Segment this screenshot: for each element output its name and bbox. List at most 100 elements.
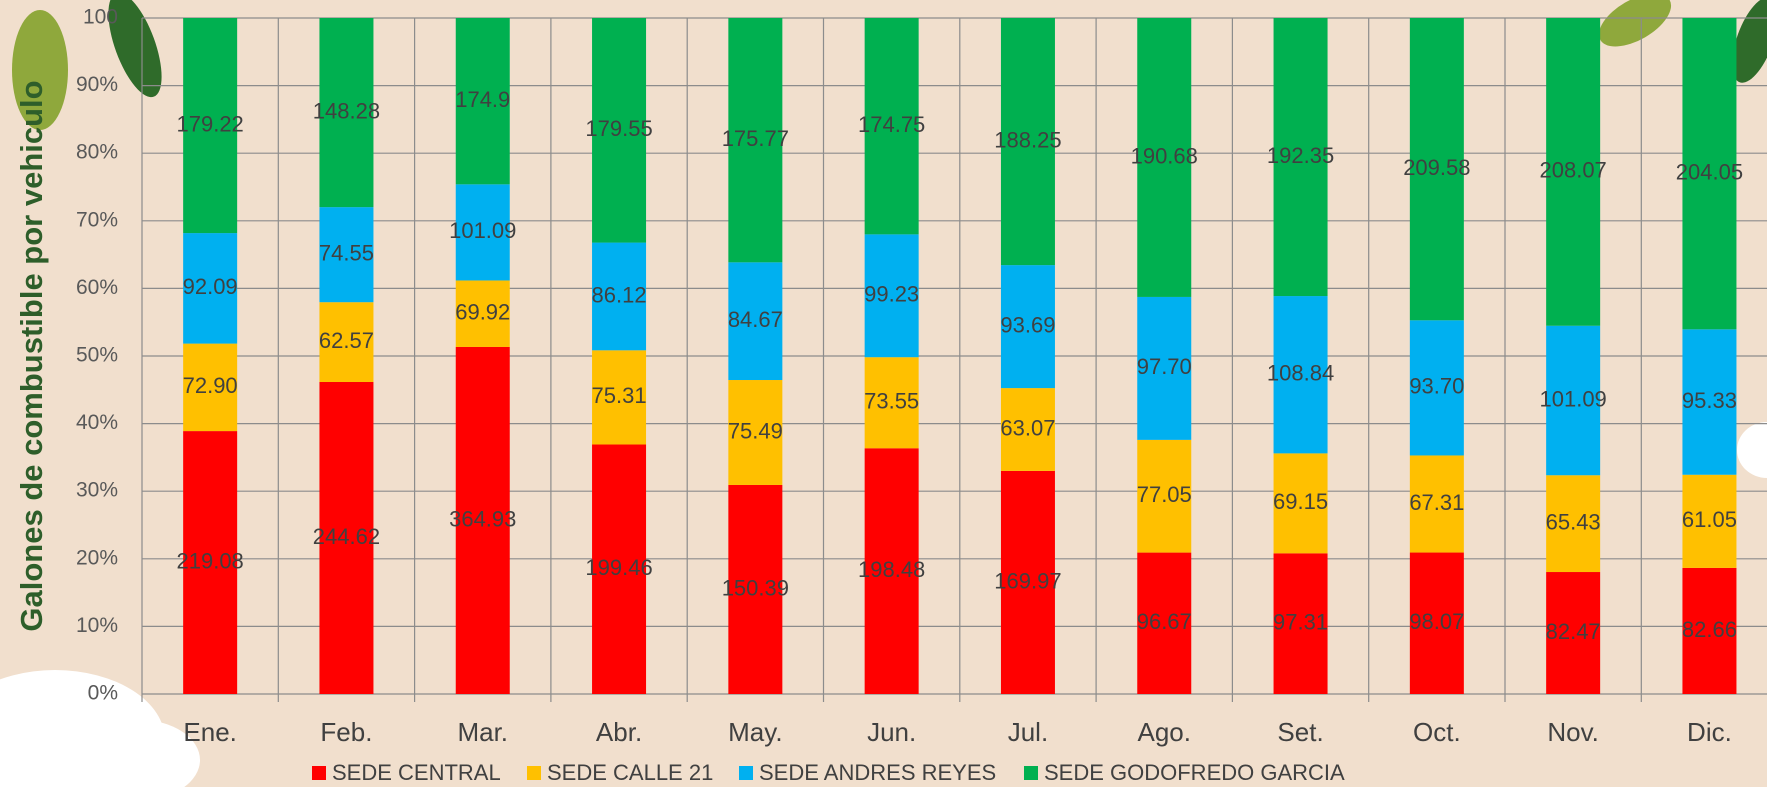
data-label: 179.55 xyxy=(585,116,652,141)
data-label: 86.12 xyxy=(592,282,647,307)
bar-segment xyxy=(1273,18,1328,297)
x-tick-label: Ago. xyxy=(1138,717,1192,747)
y-tick-label: 30% xyxy=(76,479,118,502)
data-label: 192.35 xyxy=(1267,143,1334,168)
bar-segment xyxy=(1000,388,1055,471)
bar-segment xyxy=(1137,552,1192,694)
legend-swatch xyxy=(1024,766,1038,780)
data-label: 84.67 xyxy=(728,307,783,332)
bar-segment xyxy=(864,18,919,235)
bar-segment xyxy=(592,18,647,243)
bar-segment xyxy=(1546,325,1601,476)
data-label: 93.70 xyxy=(1409,374,1464,399)
data-label: 97.70 xyxy=(1137,354,1192,379)
x-tick-label: Jul. xyxy=(1008,717,1048,747)
data-label: 63.07 xyxy=(1000,415,1055,440)
bar-segment xyxy=(864,234,919,358)
bar-segment xyxy=(1137,439,1192,553)
data-label: 108.84 xyxy=(1267,361,1334,386)
data-label: 174.9 xyxy=(455,87,510,112)
y-tick-label: 10% xyxy=(76,614,118,637)
y-tick-label: 20% xyxy=(76,546,118,569)
data-label: 82.47 xyxy=(1546,619,1601,644)
y-tick-label: 100 xyxy=(83,6,118,29)
leaf xyxy=(1598,0,1672,47)
data-label: 73.55 xyxy=(864,389,919,414)
data-label: 77.05 xyxy=(1137,482,1192,507)
bar-segment xyxy=(1682,567,1737,694)
bar-segment xyxy=(319,382,374,694)
data-label: 97.31 xyxy=(1273,609,1328,634)
y-tick-label: 90% xyxy=(76,73,118,96)
data-label: 179.22 xyxy=(177,111,244,136)
x-tick-label: Ene. xyxy=(183,717,237,747)
data-label: 198.48 xyxy=(858,557,925,582)
bar-segment xyxy=(728,484,783,694)
data-label: 82.66 xyxy=(1682,617,1737,642)
bar-segment xyxy=(1682,474,1737,568)
data-label: 74.55 xyxy=(319,240,374,265)
data-label: 174.75 xyxy=(858,112,925,137)
data-label: 208.07 xyxy=(1540,158,1607,183)
data-label: 169.97 xyxy=(994,568,1061,593)
data-label: 99.23 xyxy=(864,282,919,307)
bar-segment xyxy=(1546,18,1601,326)
bar-segment xyxy=(592,242,647,351)
x-tick-label: May. xyxy=(728,717,782,747)
leaf xyxy=(108,0,162,98)
bar-segment xyxy=(1546,475,1601,573)
data-label: 69.15 xyxy=(1273,489,1328,514)
cloud xyxy=(1737,422,1767,478)
bar-segment xyxy=(1409,18,1464,321)
x-tick-label: Oct. xyxy=(1413,717,1461,747)
data-label: 204.05 xyxy=(1676,159,1743,184)
x-tick-label: Abr. xyxy=(596,717,642,747)
bar-segment xyxy=(1682,329,1737,475)
bar-segment xyxy=(592,350,647,445)
bar-segment xyxy=(1137,18,1192,297)
y-tick-label: 80% xyxy=(76,141,118,164)
bar-segment xyxy=(183,233,238,344)
data-label: 69.92 xyxy=(455,300,510,325)
data-label: 188.25 xyxy=(994,127,1061,152)
bar-segment xyxy=(1000,470,1055,694)
data-label: 244.62 xyxy=(313,524,380,549)
x-tick-label: Nov. xyxy=(1547,717,1599,747)
data-label: 61.05 xyxy=(1682,507,1737,532)
bar-segment xyxy=(1682,18,1737,330)
legend-label: SEDE CENTRAL xyxy=(332,760,501,785)
data-label: 190.68 xyxy=(1131,143,1198,168)
bar-segment xyxy=(319,302,374,383)
data-label: 75.49 xyxy=(728,418,783,443)
bar-segment xyxy=(455,184,510,281)
bar-segment xyxy=(1546,572,1601,694)
bar-segment xyxy=(319,18,374,208)
x-tick-label: Dic. xyxy=(1687,717,1732,747)
bar-segment xyxy=(1409,320,1464,456)
legend-label: SEDE ANDRES REYES xyxy=(759,760,996,785)
bar-segment xyxy=(864,357,919,449)
data-label: 62.57 xyxy=(319,328,374,353)
legend-swatch xyxy=(312,766,326,780)
data-label: 209.58 xyxy=(1403,155,1470,180)
x-tick-label: Mar. xyxy=(457,717,508,747)
bar-segment xyxy=(183,431,238,694)
data-label: 101.09 xyxy=(1540,386,1607,411)
bar-segment xyxy=(183,343,238,432)
data-label: 150.39 xyxy=(722,575,789,600)
leaf xyxy=(1732,0,1767,83)
data-label: 199.46 xyxy=(585,555,652,580)
data-label: 148.28 xyxy=(313,98,380,123)
x-tick-label: Feb. xyxy=(320,717,372,747)
bar-segment xyxy=(1000,18,1055,266)
y-tick-label: 0% xyxy=(88,682,118,705)
y-tick-label: 40% xyxy=(76,411,118,434)
cloud xyxy=(80,720,200,787)
data-label: 65.43 xyxy=(1546,509,1601,534)
bar-segment xyxy=(1273,553,1328,694)
data-label: 98.07 xyxy=(1409,609,1464,634)
bar-segment xyxy=(455,18,510,185)
bar-segment xyxy=(455,280,510,347)
y-tick-label: 70% xyxy=(76,208,118,231)
